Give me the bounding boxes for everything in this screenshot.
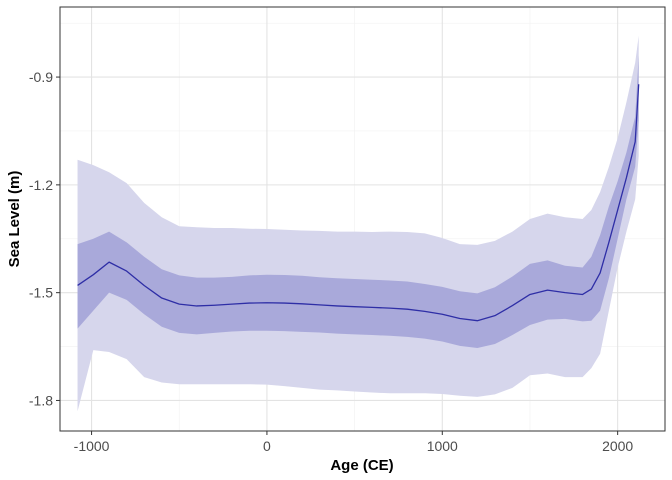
confidence-bands [77, 35, 639, 412]
x-tick-label: -1000 [74, 438, 110, 454]
y-tick-label: -0.9 [29, 69, 53, 85]
tick-labels: -1000 0 1000 2000 -1.8 -1.5 -1.2 -0.9 [29, 69, 634, 454]
x-tick-label: 2000 [602, 438, 633, 454]
x-axis-title: Age (CE) [330, 457, 393, 474]
y-axis-title: Sea Level (m) [6, 171, 23, 268]
x-tick-label: 0 [263, 438, 271, 454]
y-tick-label: -1.5 [29, 285, 53, 301]
axis-ticks [56, 76, 619, 435]
y-tick-label: -1.8 [29, 392, 53, 408]
series-lines [77, 84, 640, 322]
y-tick-label: -1.2 [29, 177, 53, 193]
panel-border [59, 6, 666, 432]
x-tick-label: 1000 [427, 438, 458, 454]
mean-sea-level-line [77, 84, 640, 322]
inner-confidence-band [77, 55, 639, 348]
